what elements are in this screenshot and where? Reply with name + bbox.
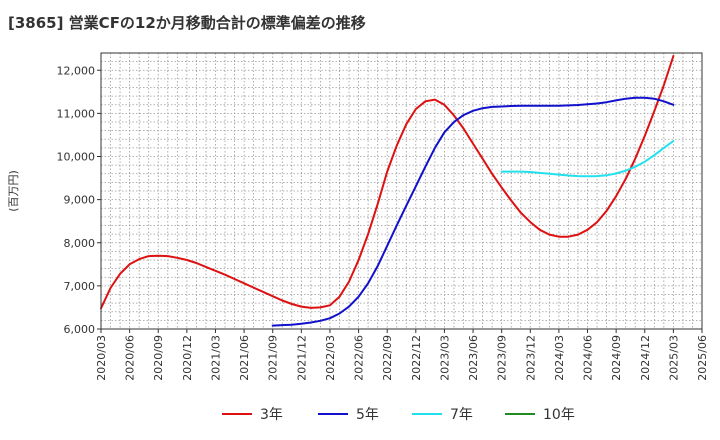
grid — [101, 53, 702, 329]
x-tick-label: 2022/12 — [410, 335, 423, 381]
series-line-3年 — [100, 55, 675, 310]
y-axis-ticks: 6,000 7,000 8,000 9,000 10,000 11,000 12,000 — [57, 64, 101, 336]
chart-title: [3865] 営業CFの12か月移動合計の標準偏差の推移 — [8, 14, 366, 32]
y-tick-label: 10,000 — [57, 151, 96, 164]
legend-label: 10年 — [543, 407, 575, 423]
y-axis-label: (百万円) — [7, 170, 20, 212]
y-tick-label: 8,000 — [64, 237, 96, 250]
y-tick-label: 9,000 — [64, 194, 96, 207]
x-tick-label: 2021/03 — [209, 335, 222, 381]
x-tick-label: 2021/06 — [238, 335, 251, 381]
legend-label: 5年 — [356, 407, 379, 423]
x-tick-label: 2021/09 — [267, 335, 280, 381]
series-line-7年 — [500, 140, 675, 178]
series-lines — [100, 55, 675, 327]
x-tick-label: 2024/03 — [553, 335, 566, 381]
x-tick-label: 2024/12 — [639, 335, 652, 381]
x-tick-label: 2023/12 — [524, 335, 537, 381]
x-tick-label: 2025/03 — [667, 335, 680, 381]
x-tick-label: 2020/12 — [181, 335, 194, 381]
series-line-5年 — [271, 96, 675, 327]
legend: 3年 5年 7年 10年 — [222, 407, 575, 423]
y-tick-label: 12,000 — [57, 64, 96, 77]
x-tick-label: 2022/03 — [324, 335, 337, 381]
legend-label: 3年 — [260, 407, 283, 423]
x-tick-label: 2023/03 — [438, 335, 451, 381]
x-tick-label: 2023/09 — [496, 335, 509, 381]
legend-label: 7年 — [450, 407, 473, 423]
y-tick-label: 11,000 — [57, 107, 96, 120]
plot-frame — [100, 52, 703, 330]
x-tick-label: 2023/06 — [467, 335, 480, 381]
x-tick-label: 2024/06 — [582, 335, 595, 381]
x-tick-label: 2022/09 — [381, 335, 394, 381]
x-axis-ticks: 2020/03 2020/06 2020/09 2020/12 2021/03 2021/… — [95, 329, 709, 381]
y-tick-label: 6,000 — [64, 323, 96, 336]
x-tick-label: 2025/06 — [696, 335, 709, 381]
x-tick-label: 2020/03 — [95, 335, 108, 381]
x-tick-label: 2020/09 — [152, 335, 165, 381]
x-tick-label: 2020/06 — [124, 335, 137, 381]
y-tick-label: 7,000 — [64, 280, 96, 293]
x-tick-label: 2021/12 — [295, 335, 308, 381]
x-tick-label: 2022/06 — [353, 335, 366, 381]
x-tick-label: 2024/09 — [610, 335, 623, 381]
